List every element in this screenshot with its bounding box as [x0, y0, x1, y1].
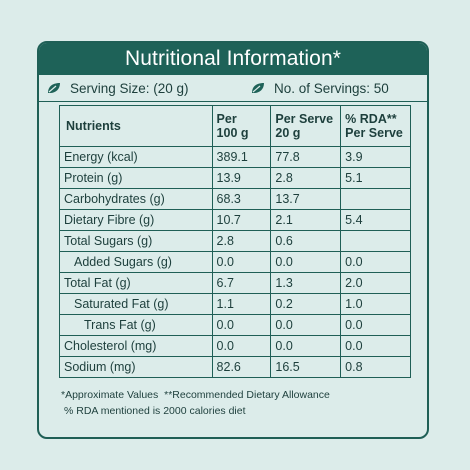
nutrient-name: Energy (kcal)	[59, 146, 213, 168]
per-serve-value: 77.8	[270, 146, 342, 168]
leaf-icon	[47, 82, 61, 94]
leaf-icon	[251, 82, 265, 94]
serving-size-text: Serving Size: (20 g)	[70, 80, 189, 96]
rda-value: 0.8	[340, 356, 411, 378]
header-text-line: % RDA**	[345, 112, 397, 126]
nutrient-name: Total Sugars (g)	[59, 230, 213, 252]
per-serve-value: 16.5	[270, 356, 342, 378]
nutrient-name: Trans Fat (g)	[59, 314, 213, 336]
nutrition-panel: Nutritional Information* Serving Size: (…	[37, 41, 429, 439]
per-100g-value: 2.8	[211, 230, 272, 252]
header-nutrients: Nutrients	[59, 105, 213, 147]
rda-value: 3.9	[340, 146, 411, 168]
nutrient-name: Total Fat (g)	[59, 272, 213, 294]
per-100g-value: 68.3	[211, 188, 272, 210]
per-100g-value: 1.1	[211, 293, 272, 315]
per-serve-value: 2.8	[270, 167, 342, 189]
per-serve-value: 2.1	[270, 209, 342, 231]
per-serve-value: 1.3	[270, 272, 342, 294]
table-row: Dietary Fibre (g) 10.7 2.1 5.4	[59, 209, 411, 231]
nutrient-name: Saturated Fat (g)	[59, 293, 213, 315]
rda-value: 0.0	[340, 251, 411, 273]
nutrient-name: Protein (g)	[59, 167, 213, 189]
per-100g-value: 0.0	[211, 335, 272, 357]
header-per-serve: Per Serve 20 g	[270, 105, 342, 147]
header-text-line: 20 g	[275, 126, 301, 140]
nutrient-name: Added Sugars (g)	[59, 251, 213, 273]
table-row: Energy (kcal) 389.1 77.8 3.9	[59, 146, 411, 168]
header-per-100g: Per 100 g	[211, 105, 272, 147]
table-body: Energy (kcal) 389.1 77.8 3.9 Protein (g) 13.9…	[59, 146, 411, 378]
table-row: Protein (g) 13.9 2.8 5.1	[59, 167, 411, 189]
table-row: Saturated Fat (g) 1.1 0.2 1.0	[59, 293, 411, 315]
rda-value: 0.0	[340, 335, 411, 357]
servings-count: No. of Servings: 50	[247, 81, 389, 96]
panel-title: Nutritional Information*	[39, 43, 427, 75]
per-100g-value: 10.7	[211, 209, 272, 231]
table-row: Trans Fat (g) 0.0 0.0 0.0	[59, 314, 411, 336]
table-row: Total Fat (g) 6.7 1.3 2.0	[59, 272, 411, 294]
footnotes: *Approximate Values **Recommended Dietar…	[61, 387, 330, 419]
nutrient-name: Dietary Fibre (g)	[59, 209, 213, 231]
rda-value: 5.4	[340, 209, 411, 231]
serving-info-bar: Serving Size: (20 g) No. of Servings: 50	[39, 75, 427, 102]
nutrient-name: Cholesterol (mg)	[59, 335, 213, 357]
per-serve-value: 0.2	[270, 293, 342, 315]
per-100g-value: 0.0	[211, 314, 272, 336]
header-text-line: Per Serve	[345, 126, 403, 140]
footnote-line-2: % RDA mentioned is 2000 calories diet	[64, 405, 246, 417]
nutrient-name: Sodium (mg)	[59, 356, 213, 378]
table-row: Cholesterol (mg) 0.0 0.0 0.0	[59, 335, 411, 357]
rda-value: 5.1	[340, 167, 411, 189]
per-serve-value: 13.7	[270, 188, 342, 210]
per-100g-value: 13.9	[211, 167, 272, 189]
nutrient-name: Carbohydrates (g)	[59, 188, 213, 210]
table-row: Carbohydrates (g) 68.3 13.7	[59, 188, 411, 210]
per-100g-value: 389.1	[211, 146, 272, 168]
footnote-line-1: *Approximate Values **Recommended Dietar…	[61, 389, 330, 401]
nutrition-table: Nutrients Per 100 g Per Serve 20 g % RDA**…	[59, 105, 411, 378]
header-text-line: 100 g	[216, 126, 249, 140]
per-serve-value: 0.0	[270, 335, 342, 357]
per-100g-value: 82.6	[211, 356, 272, 378]
per-100g-value: 6.7	[211, 272, 272, 294]
table-row: Added Sugars (g) 0.0 0.0 0.0	[59, 251, 411, 273]
per-serve-value: 0.0	[270, 314, 342, 336]
rda-value: 1.0	[340, 293, 411, 315]
servings-count-text: No. of Servings: 50	[274, 80, 389, 96]
rda-value	[340, 230, 411, 252]
rda-value: 0.0	[340, 314, 411, 336]
per-serve-value: 0.0	[270, 251, 342, 273]
per-serve-value: 0.6	[270, 230, 342, 252]
serving-size: Serving Size: (20 g)	[39, 81, 247, 96]
table-header-row: Nutrients Per 100 g Per Serve 20 g % RDA**…	[59, 105, 411, 147]
table-row: Sodium (mg) 82.6 16.5 0.8	[59, 356, 411, 378]
header-text-line: Per	[216, 112, 237, 126]
table-row: Total Sugars (g) 2.8 0.6	[59, 230, 411, 252]
header-rda: % RDA** Per Serve	[340, 105, 411, 147]
rda-value	[340, 188, 411, 210]
rda-value: 2.0	[340, 272, 411, 294]
per-100g-value: 0.0	[211, 251, 272, 273]
header-text-line: Per Serve	[275, 112, 334, 126]
